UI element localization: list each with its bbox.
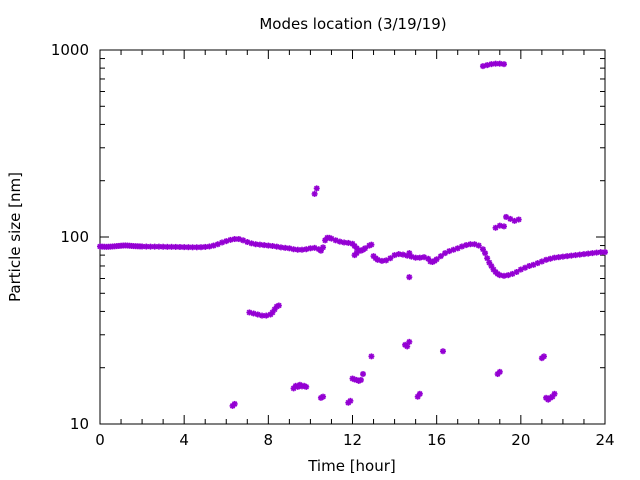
data-point (360, 371, 367, 378)
data-point (259, 312, 266, 319)
y-axis-label: Particle size [nm] (6, 172, 24, 302)
x-tick-label: 12 (343, 431, 362, 449)
data-point (357, 376, 364, 383)
x-tick-label: 16 (427, 431, 446, 449)
data-point (320, 244, 327, 251)
plot-frame (99, 49, 606, 425)
data-point (580, 251, 587, 258)
data-point (313, 185, 320, 192)
x-tick-labels: 0 4 8 12 16 20 24 (95, 431, 614, 449)
data-point (513, 268, 520, 275)
data-point (501, 61, 507, 68)
data-point (501, 223, 507, 230)
data-point (307, 245, 314, 252)
chart-title: Modes location (3/19/19) (259, 15, 446, 33)
y-tick-label: 1000 (51, 41, 89, 59)
y-tick-label: 100 (60, 228, 89, 246)
data-point (275, 302, 282, 309)
data-point (406, 274, 413, 281)
data-point (488, 61, 495, 68)
data-point (185, 244, 192, 251)
data-point (576, 251, 583, 258)
x-tick-label: 8 (264, 431, 274, 449)
y-tick-label: 10 (70, 415, 89, 433)
data-point (164, 243, 171, 250)
data-point (496, 368, 503, 375)
x-tick-label: 24 (595, 431, 614, 449)
data-point (589, 250, 596, 257)
data-point (160, 243, 167, 250)
data-point (437, 253, 444, 260)
data-point (551, 390, 558, 397)
data-point (353, 250, 360, 257)
data-point (572, 252, 579, 259)
data-point (368, 241, 375, 248)
data-point (320, 393, 327, 400)
data-point (362, 245, 369, 252)
data-point (404, 343, 411, 350)
data-point (347, 397, 354, 404)
data-point (416, 390, 423, 397)
x-tick-label: 4 (179, 431, 189, 449)
data-point (147, 243, 154, 250)
x-axis-label: Time [hour] (307, 457, 396, 475)
data-point (336, 238, 343, 245)
data-point (433, 256, 440, 263)
data-point (439, 348, 446, 355)
data-points (97, 60, 608, 409)
data-point (564, 253, 571, 260)
data-point (602, 249, 608, 256)
data-point (406, 338, 413, 345)
data-point (155, 243, 162, 250)
data-point (482, 250, 489, 257)
data-point (540, 353, 547, 360)
data-point (515, 216, 522, 223)
axis-ticks (99, 49, 606, 425)
x-tick-label: 20 (511, 431, 530, 449)
data-point (303, 383, 310, 390)
y-tick-labels: 10 100 1000 (51, 41, 89, 433)
data-point (406, 250, 413, 257)
data-point (475, 242, 482, 249)
data-point (559, 253, 566, 260)
data-point (341, 239, 348, 246)
data-point (311, 190, 318, 197)
data-point (231, 400, 238, 407)
data-point (294, 246, 301, 253)
data-point (368, 353, 375, 360)
x-tick-label: 0 (95, 431, 105, 449)
